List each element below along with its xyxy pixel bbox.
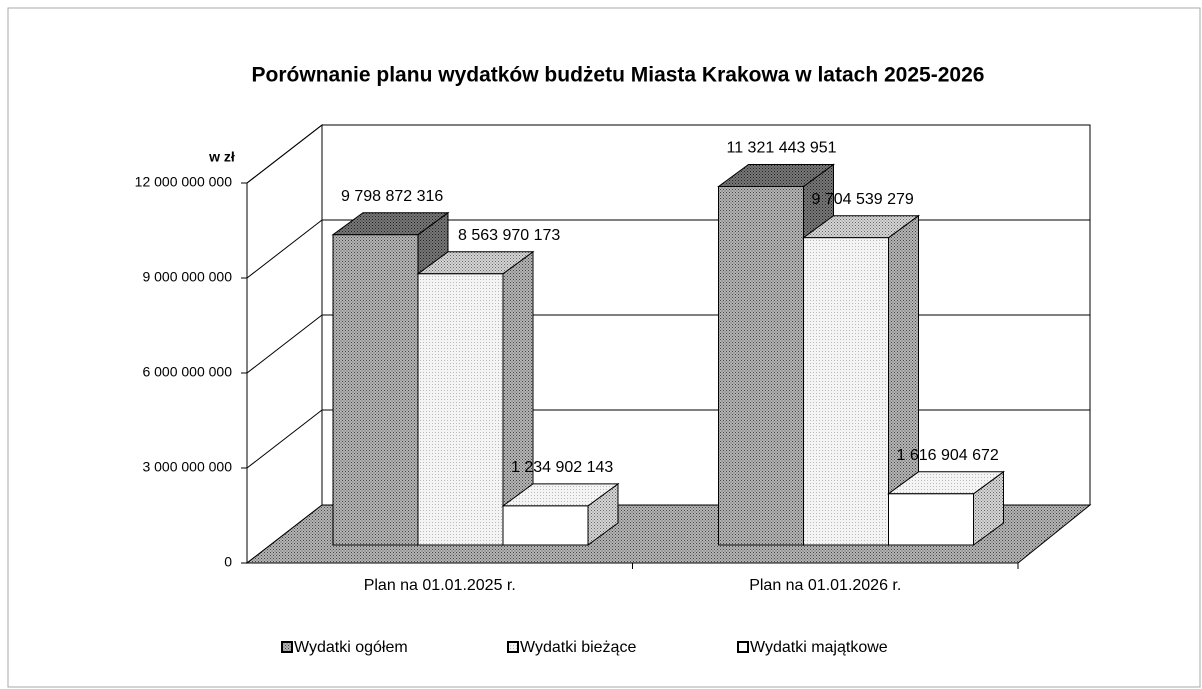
legend-swatch — [507, 641, 519, 653]
value-label: 1 234 902 143 — [511, 459, 613, 476]
bar — [502, 505, 589, 546]
value-label: 8 563 970 173 — [458, 227, 560, 244]
y-tick-label: 9 000 000 000 — [142, 269, 232, 285]
grid-line — [246, 409, 323, 469]
y-tick-label: 6 000 000 000 — [142, 364, 232, 380]
y-tick-label: 3 000 000 000 — [142, 459, 232, 475]
bar — [718, 185, 804, 546]
grid-line — [246, 124, 323, 184]
value-label: 9 704 539 279 — [812, 191, 914, 208]
legend-label: Wydatki ogółem — [294, 639, 408, 656]
y-axis-label: w zł — [208, 149, 235, 165]
grid-line — [246, 314, 323, 374]
x-tick-label: Plan na 01.01.2026 r. — [749, 577, 901, 594]
frame — [7, 7, 1201, 688]
bar — [803, 237, 889, 546]
legend-label: Wydatki bieżące — [520, 639, 636, 656]
grid-line — [246, 219, 323, 279]
y-tick-label: 12 000 000 000 — [135, 174, 233, 190]
legend-label: Wydatki majątkowe — [750, 639, 888, 656]
bar — [332, 234, 419, 546]
legend-swatch — [737, 641, 749, 653]
x-tick-label: Plan na 01.01.2025 r. — [364, 577, 516, 594]
y-tick-label: 0 — [224, 554, 232, 570]
bar — [888, 493, 974, 546]
legend-swatch — [281, 641, 293, 653]
value-label: 1 616 904 672 — [897, 447, 999, 464]
value-label: 11 321 443 951 — [727, 140, 837, 157]
bar — [417, 273, 504, 546]
chart-title: Porównanie planu wydatków budżetu Miasta… — [252, 64, 985, 87]
value-label: 9 798 872 316 — [341, 188, 443, 205]
